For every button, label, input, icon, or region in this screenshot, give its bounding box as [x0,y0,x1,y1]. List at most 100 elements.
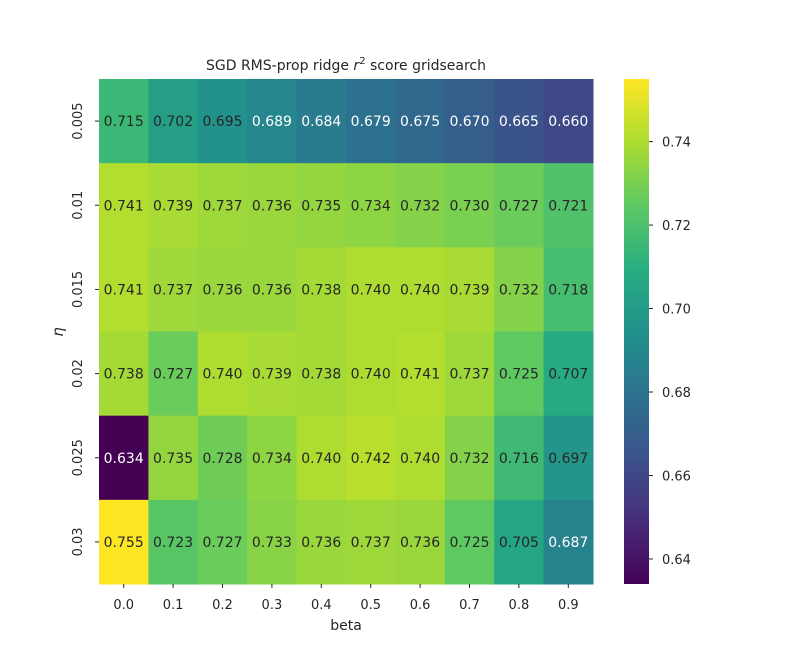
cell-value-label: 0.705 [499,535,539,551]
heatmap-cell [543,247,594,332]
heatmap-cell [148,415,199,501]
heatmap-cell [148,163,199,248]
y-tick-label: 0.025 [71,439,86,476]
cell-value-label: 0.736 [301,535,341,551]
cell-value-label: 0.741 [104,198,144,214]
heatmap-cell [296,415,347,501]
x-tick-label: 0.7 [459,598,480,613]
heatmap-cell [444,79,495,164]
heatmap-cell [197,163,248,248]
x-tick-label: 0.1 [163,598,184,613]
cell-value-label: 0.732 [400,198,440,214]
cell-value-label: 0.740 [301,451,341,467]
cell-value-label: 0.739 [449,282,489,298]
heatmap-cell [296,247,347,332]
heatmap-cell [99,331,149,417]
cell-value-label: 0.679 [351,114,391,130]
colorbar-tick-label: 0.74 [662,136,691,151]
cell-value-label: 0.716 [499,451,539,467]
heatmap-cell [296,499,347,585]
heatmap-cell [346,415,396,501]
heatmap-cell [296,163,347,248]
heatmap-cell [494,499,545,585]
heatmap-cell [395,79,446,164]
heatmap-cell [395,163,446,248]
heatmap-cell [444,415,495,501]
heatmap-cell [148,247,199,332]
cell-value-label: 0.634 [104,451,144,467]
cell-value-label: 0.670 [449,114,489,130]
colorbar-tick-label: 0.66 [662,469,691,484]
heatmap-cell [494,79,545,164]
x-tick-label: 0.0 [113,598,134,613]
x-tick-label: 0.5 [360,598,381,613]
cell-value-label: 0.707 [548,367,588,383]
cell-value-label: 0.738 [301,367,341,383]
cell-value-label: 0.737 [202,198,242,214]
heatmap-cell [296,331,347,417]
colorbar-tick-label: 0.72 [662,219,691,234]
heatmap-cell [247,247,298,332]
cell-value-label: 0.737 [351,535,391,551]
heatmap-cell [247,415,298,501]
y-axis-label: η [49,327,67,337]
x-tick-label: 0.9 [558,598,579,613]
heatmap-cell [99,247,149,332]
heatmap-cell [148,331,199,417]
cell-value-label: 0.734 [252,451,292,467]
heatmap-cell-labels: 0.715 0.702 0.695 0.689 0.684 0.679 0.675 0.670… [104,114,589,551]
cell-value-label: 0.665 [499,114,539,130]
heatmap-cell [395,499,446,585]
heatmap-cell [494,247,545,332]
heatmap-cell [99,79,149,164]
x-tick-label: 0.2 [212,598,233,613]
cell-value-label: 0.725 [499,367,539,383]
cell-value-label: 0.740 [351,367,391,383]
heatmap-cell [346,247,396,332]
heatmap-cell [494,163,545,248]
cell-value-label: 0.684 [301,114,341,130]
heatmap-cell [296,79,347,164]
heatmap-cell [247,163,298,248]
heatmap-cell [197,247,248,332]
cell-value-label: 0.736 [400,535,440,551]
cell-value-label: 0.738 [301,282,341,298]
heatmap-cell [346,79,396,164]
cell-value-label: 0.718 [548,282,588,298]
cell-value-label: 0.734 [351,198,391,214]
cell-value-label: 0.728 [202,451,242,467]
cell-value-label: 0.736 [202,282,242,298]
heatmap-cell [197,499,248,585]
cell-value-label: 0.725 [449,535,489,551]
colorbar-ticks: 0.64 0.66 0.68 0.70 0.72 0.74 [649,136,691,568]
y-tick-label: 0.02 [71,359,86,388]
heatmap-cell [444,499,495,585]
cell-value-label: 0.737 [449,367,489,383]
cell-value-label: 0.742 [351,451,391,467]
cell-value-label: 0.740 [400,282,440,298]
heatmap-cell [395,331,446,417]
cell-value-label: 0.727 [202,535,242,551]
cell-value-label: 0.732 [449,451,489,467]
cell-value-label: 0.740 [351,282,391,298]
cell-value-label: 0.721 [548,198,588,214]
heatmap-cell [346,331,396,417]
cell-value-label: 0.689 [252,114,292,130]
cell-value-label: 0.732 [499,282,539,298]
heatmap-cell [395,415,446,501]
cell-value-label: 0.675 [400,114,440,130]
cell-value-label: 0.740 [202,367,242,383]
chart-title: SGD RMS-prop ridge r2 score gridsearch [206,56,486,74]
heatmap-cell [247,79,298,164]
cell-value-label: 0.735 [301,198,341,214]
cell-value-label: 0.715 [104,114,144,130]
colorbar [624,79,649,584]
heatmap-cell [543,79,594,164]
cell-value-label: 0.730 [449,198,489,214]
heatmap-cell [444,247,495,332]
heatmap-cell [395,247,446,332]
y-tick-label: 0.03 [71,527,86,556]
heatmap-cell [247,499,298,585]
colorbar-tick-label: 0.70 [662,303,691,318]
